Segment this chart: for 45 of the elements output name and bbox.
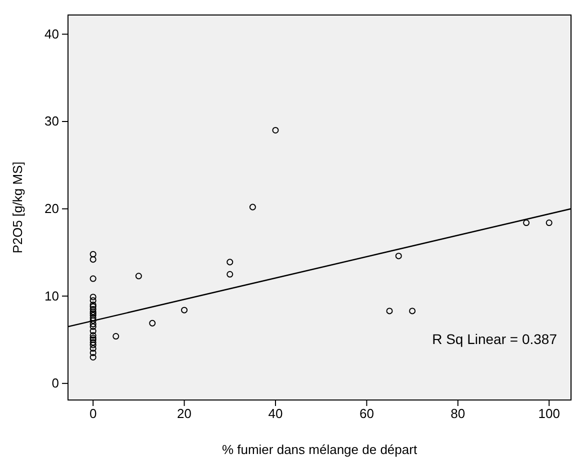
y-tick-label: 10 (44, 288, 59, 304)
point (90, 317, 96, 324)
y-tick-label: 0 (52, 376, 59, 391)
point (386, 308, 393, 314)
point (90, 314, 96, 322)
point (90, 342, 96, 348)
point (90, 345, 96, 352)
point (523, 220, 530, 226)
point (395, 252, 402, 260)
point (90, 323, 96, 330)
point (181, 306, 188, 314)
point (90, 297, 96, 304)
y-tick-label: 30 (44, 114, 59, 129)
point (90, 312, 96, 319)
point (249, 204, 256, 210)
point (546, 220, 552, 226)
point (90, 306, 96, 312)
x-tick-label: 80 (450, 406, 466, 422)
point (90, 328, 96, 334)
y-tick-label: 20 (44, 200, 59, 216)
x-tick-label: 100 (538, 406, 560, 422)
point (90, 256, 96, 263)
x-tick-label: 0 (89, 406, 97, 422)
y-axis-title: P2O5 [g/kg MS] (10, 162, 25, 254)
x-axis-title: % fumier dans mélange de départ (222, 442, 418, 457)
x-tick-label: 40 (268, 406, 283, 422)
point (272, 126, 279, 134)
point (90, 275, 96, 282)
point (90, 294, 96, 300)
point (90, 339, 96, 346)
point (90, 332, 96, 339)
y-tick-label: 40 (44, 26, 59, 42)
point (135, 272, 142, 280)
point (112, 333, 120, 340)
x-tick-label: 60 (359, 406, 374, 422)
point (149, 320, 156, 326)
point (90, 350, 96, 356)
x-tick-label: 20 (177, 406, 192, 422)
point (226, 258, 234, 266)
point (409, 308, 416, 314)
point (226, 271, 234, 278)
annotation: R Sq Linear = 0.387 (432, 331, 558, 347)
point (90, 250, 96, 258)
point (90, 320, 96, 328)
point (90, 354, 96, 360)
